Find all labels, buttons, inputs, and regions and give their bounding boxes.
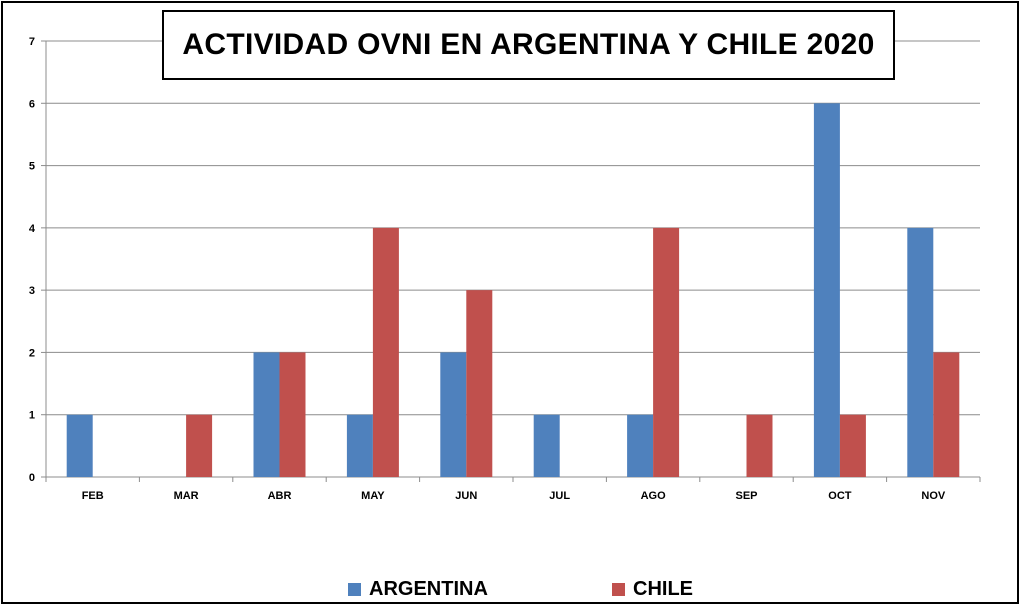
chart-title-box: ACTIVIDAD OVNI EN ARGENTINA Y CHILE 2020 (162, 10, 895, 80)
bar-argentina-jun (440, 352, 467, 477)
x-tick-label: MAR (174, 490, 199, 502)
legend-item-argentina: ARGENTINA (348, 578, 488, 601)
x-tick-label: FEB (82, 490, 104, 502)
x-tick-label: JUN (455, 490, 477, 502)
y-tick-label: 1 (29, 410, 35, 422)
x-tick-label: MAY (361, 490, 385, 502)
legend-label-argentina: ARGENTINA (369, 578, 488, 600)
y-tick-label: 3 (29, 285, 35, 297)
legend: ARGENTINA CHILE (0, 572, 1024, 604)
x-tick-label: AGO (641, 490, 667, 502)
bar-chile-may (372, 227, 399, 477)
bar-argentina-nov (907, 227, 934, 477)
x-tick-label: JUL (549, 490, 570, 502)
bar-argentina-may (346, 414, 373, 477)
x-tick-label: NOV (921, 490, 946, 502)
y-tick-label: 0 (29, 472, 35, 484)
legend-item-chile: CHILE (612, 578, 693, 601)
bars (66, 103, 960, 478)
x-axis-ticks: FEB MAR ABR MAY JUN JUL AGO SEP OCT NOV (45, 477, 981, 502)
x-tick-label: ABR (268, 490, 292, 502)
y-tick-label: 6 (29, 98, 35, 110)
x-tick-label: SEP (735, 490, 757, 502)
bar-chile-jun (466, 290, 493, 477)
legend-swatch-chile (612, 583, 625, 596)
chart-title: ACTIVIDAD OVNI EN ARGENTINA Y CHILE 2020 (182, 28, 875, 61)
bar-chile-oct (839, 414, 866, 477)
bar-argentina-abr (253, 352, 280, 477)
bar-chile-abr (279, 352, 306, 477)
bar-argentina-oct (813, 103, 840, 478)
y-tick-label: 5 (29, 161, 35, 173)
legend-label-chile: CHILE (633, 578, 693, 600)
bar-chile-sep (746, 414, 773, 477)
legend-swatch-argentina (348, 583, 361, 596)
bar-chile-ago (653, 227, 680, 477)
bar-argentina-feb (66, 414, 93, 477)
bar-chile-mar (186, 414, 213, 477)
bar-argentina-jul (533, 414, 560, 477)
bar-chile-nov (933, 352, 960, 477)
y-axis-ticks: 0 1 2 3 4 5 6 7 (29, 36, 46, 484)
bar-argentina-ago (627, 414, 654, 477)
x-tick-label: OCT (828, 490, 852, 502)
y-tick-label: 2 (29, 347, 35, 359)
y-tick-label: 7 (29, 36, 35, 48)
y-tick-label: 4 (29, 223, 36, 235)
